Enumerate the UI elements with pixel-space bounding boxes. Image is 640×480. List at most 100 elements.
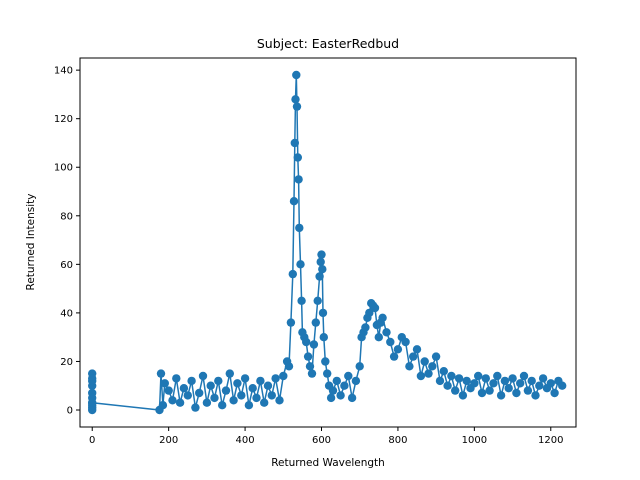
data-point [88, 398, 97, 407]
data-point [317, 250, 326, 259]
data-point [267, 391, 276, 400]
data-point [546, 379, 555, 388]
data-point [290, 138, 299, 148]
data-point [175, 398, 185, 407]
data-point [527, 376, 536, 386]
y-tick-label: 140 [54, 66, 73, 77]
data-point [313, 296, 322, 305]
data-point [256, 376, 265, 386]
data-point [183, 391, 192, 400]
data-point [477, 388, 487, 398]
plot-area [88, 70, 567, 415]
data-point [279, 371, 288, 381]
data-point [374, 333, 383, 342]
data-point [412, 345, 422, 354]
data-point [416, 371, 426, 381]
data-point [512, 388, 521, 398]
data-point [316, 257, 325, 267]
data-point [531, 391, 540, 400]
data-point [292, 102, 302, 111]
data-point [248, 384, 257, 393]
data-point [164, 386, 173, 395]
data-point [535, 381, 544, 390]
data-point [191, 403, 200, 412]
data-point [214, 376, 223, 386]
data-point [319, 333, 328, 342]
data-point [302, 337, 311, 347]
data-point [295, 223, 304, 233]
data-point [294, 175, 303, 184]
y-axis: 0 20 40 60 80 100 120 140 [54, 66, 80, 417]
data-point [389, 352, 399, 361]
data-point [405, 362, 414, 371]
data-point [179, 384, 189, 393]
data-point [218, 401, 227, 410]
data-point [156, 369, 166, 378]
data-point [558, 381, 567, 390]
data-point [351, 376, 361, 386]
data-point [233, 379, 242, 388]
data-point [288, 269, 297, 279]
data-point [195, 388, 204, 398]
data-point [311, 318, 320, 327]
y-tick-label: 120 [54, 114, 73, 125]
data-point [172, 374, 181, 383]
data-point [516, 379, 525, 388]
data-point [382, 328, 391, 337]
data-point [355, 362, 364, 371]
data-point [474, 371, 483, 381]
data-point [458, 391, 468, 400]
data-point [210, 393, 219, 403]
data-point [431, 352, 441, 361]
data-point [240, 374, 250, 383]
data-point [378, 313, 387, 322]
data-point [286, 318, 296, 327]
data-point [292, 70, 301, 80]
data-point [454, 374, 464, 383]
plot-frame [79, 57, 577, 428]
data-point [291, 95, 300, 104]
x-tick-label: 200 [159, 435, 178, 446]
data-point [305, 362, 315, 371]
data-point [198, 371, 208, 381]
x-tick-label: 1000 [462, 435, 487, 446]
y-tick-label: 100 [54, 163, 73, 174]
data-point [315, 272, 324, 281]
x-tick-label: 400 [236, 435, 255, 446]
y-tick-label: 80 [60, 211, 73, 222]
data-point [284, 362, 294, 371]
data-point [187, 376, 196, 386]
data-point [386, 337, 395, 347]
y-tick-label: 40 [60, 308, 73, 319]
data-point [370, 303, 380, 313]
data-point [297, 296, 306, 305]
chart-title: Subject: EasterRedbud [257, 36, 399, 51]
data-point [303, 352, 313, 361]
data-point [160, 379, 169, 388]
data-point [428, 362, 437, 371]
data-point [508, 374, 517, 383]
data-point [489, 379, 498, 388]
data-point [493, 371, 502, 381]
data-point [485, 386, 494, 395]
data-point [361, 323, 370, 332]
data-point [321, 357, 330, 366]
data-point [225, 369, 234, 378]
data-point [244, 401, 254, 410]
data-point [328, 386, 338, 395]
data-point [500, 376, 510, 386]
y-tick-label: 0 [67, 406, 73, 417]
data-point [481, 374, 490, 383]
y-tick-label: 20 [60, 357, 73, 368]
data-point [470, 379, 479, 388]
data-point [206, 381, 215, 390]
data-point [538, 374, 548, 383]
data-point [318, 265, 327, 274]
data-point [323, 369, 332, 378]
x-tick-label: 0 [89, 435, 95, 446]
y-tick-label: 60 [60, 260, 73, 271]
data-point [289, 197, 299, 206]
x-tick-label: 1200 [538, 435, 563, 446]
data-point [439, 367, 448, 376]
